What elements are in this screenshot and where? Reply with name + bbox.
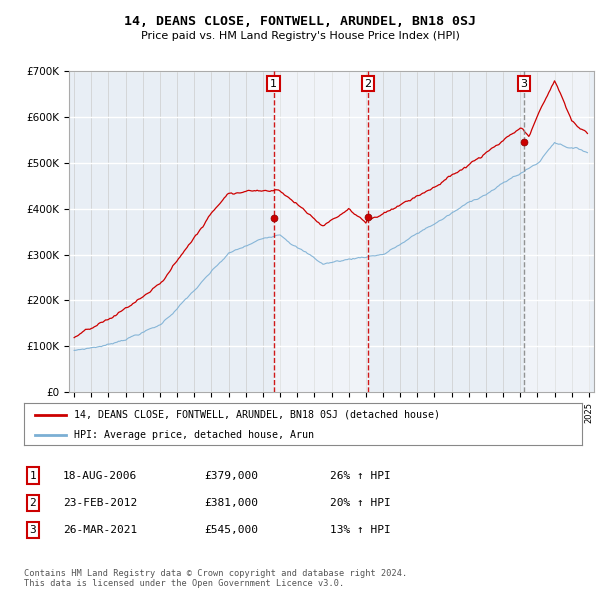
Text: 23-FEB-2012: 23-FEB-2012 xyxy=(63,498,137,507)
Text: 18-AUG-2006: 18-AUG-2006 xyxy=(63,471,137,480)
Text: £381,000: £381,000 xyxy=(204,498,258,507)
Text: 20% ↑ HPI: 20% ↑ HPI xyxy=(330,498,391,507)
Text: 3: 3 xyxy=(521,78,527,88)
Text: 1: 1 xyxy=(270,78,277,88)
Text: 13% ↑ HPI: 13% ↑ HPI xyxy=(330,525,391,535)
Text: Price paid vs. HM Land Registry's House Price Index (HPI): Price paid vs. HM Land Registry's House … xyxy=(140,31,460,41)
Bar xyxy=(274,71,368,392)
Text: 26-MAR-2021: 26-MAR-2021 xyxy=(63,525,137,535)
Text: 1: 1 xyxy=(29,471,37,480)
Text: 2: 2 xyxy=(364,78,371,88)
Text: £545,000: £545,000 xyxy=(204,525,258,535)
Text: £379,000: £379,000 xyxy=(204,471,258,480)
Text: 3: 3 xyxy=(29,525,37,535)
Text: 2: 2 xyxy=(29,498,37,507)
Text: Contains HM Land Registry data © Crown copyright and database right 2024.
This d: Contains HM Land Registry data © Crown c… xyxy=(24,569,407,588)
Bar xyxy=(524,71,589,392)
Text: 26% ↑ HPI: 26% ↑ HPI xyxy=(330,471,391,480)
Text: 14, DEANS CLOSE, FONTWELL, ARUNDEL, BN18 0SJ (detached house): 14, DEANS CLOSE, FONTWELL, ARUNDEL, BN18… xyxy=(74,410,440,420)
Text: 14, DEANS CLOSE, FONTWELL, ARUNDEL, BN18 0SJ: 14, DEANS CLOSE, FONTWELL, ARUNDEL, BN18… xyxy=(124,15,476,28)
Text: HPI: Average price, detached house, Arun: HPI: Average price, detached house, Arun xyxy=(74,430,314,440)
